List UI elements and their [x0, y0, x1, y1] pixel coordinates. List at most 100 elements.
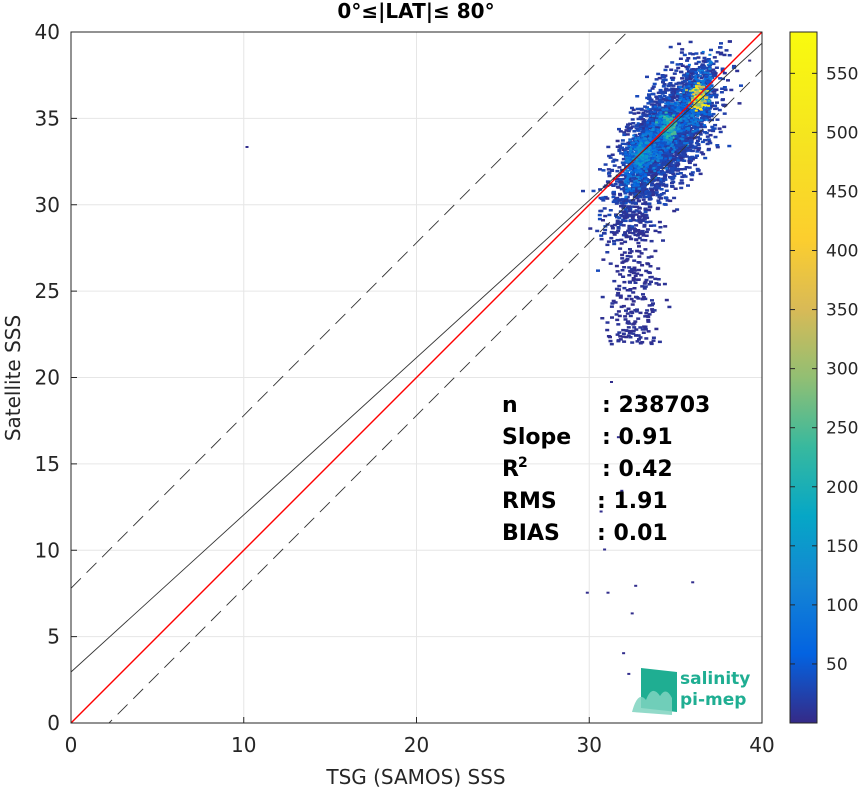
density-cell — [632, 227, 636, 230]
density-cell — [694, 71, 698, 74]
density-cell — [672, 146, 676, 149]
density-cell — [622, 131, 627, 134]
density-cell — [642, 175, 645, 178]
density-cell — [676, 149, 681, 153]
density-cell — [642, 140, 646, 143]
density-cell — [663, 174, 668, 177]
density-cell — [625, 182, 629, 185]
density-cell — [657, 171, 661, 174]
density-cell — [686, 70, 691, 73]
density-cell — [655, 119, 659, 122]
density-cell — [665, 108, 669, 111]
density-cell — [648, 114, 652, 117]
density-cell — [673, 132, 677, 135]
density-cell — [710, 71, 715, 75]
density-cell — [646, 137, 649, 140]
density-cell — [681, 150, 686, 153]
density-cell — [668, 97, 672, 100]
density-cell — [707, 99, 711, 102]
density-cell — [696, 124, 700, 127]
density-cell — [711, 112, 716, 116]
density-cell — [676, 130, 680, 133]
density-cell — [719, 42, 723, 45]
density-cell — [625, 147, 630, 151]
density-cell — [650, 184, 654, 187]
density-cell — [667, 138, 671, 141]
density-cell — [685, 59, 690, 62]
density-cell — [627, 672, 631, 675]
density-cell — [636, 111, 641, 115]
density-cell — [622, 189, 627, 192]
density-cell — [655, 194, 660, 197]
density-cell — [611, 299, 616, 303]
density-cell — [624, 151, 628, 154]
density-cell — [644, 136, 649, 139]
density-cell — [721, 98, 725, 101]
density-cell — [675, 107, 679, 109]
density-cell — [705, 88, 709, 91]
density-cell — [649, 155, 653, 158]
density-cell — [699, 69, 703, 72]
density-cell — [632, 185, 636, 188]
density-cell — [635, 219, 640, 222]
density-cell — [739, 84, 743, 87]
density-cell — [676, 163, 681, 166]
density-cell — [722, 53, 727, 57]
density-cell — [617, 216, 622, 220]
density-cell — [641, 111, 646, 114]
density-cell — [628, 269, 633, 273]
density-cell — [649, 342, 654, 346]
density-cell — [607, 172, 611, 175]
density-cell — [639, 127, 643, 130]
density-cell — [612, 240, 616, 243]
density-cell — [701, 70, 705, 73]
density-cell — [632, 182, 636, 185]
density-cell — [714, 60, 719, 63]
density-cell — [701, 152, 706, 156]
density-cell — [701, 92, 705, 95]
density-cell — [689, 134, 693, 137]
density-cell — [643, 328, 648, 331]
density-cell — [673, 187, 678, 190]
density-cell — [620, 261, 625, 264]
density-cell — [706, 106, 711, 110]
density-cell — [682, 114, 686, 117]
density-cell — [675, 172, 680, 175]
density-cell — [708, 103, 712, 106]
density-cell — [655, 143, 659, 146]
density-cell — [630, 216, 635, 220]
density-cell — [683, 122, 687, 125]
density-cell — [676, 110, 680, 113]
density-cell — [657, 163, 661, 166]
density-cell — [692, 105, 696, 108]
density-cell — [682, 100, 686, 103]
density-cell — [679, 137, 683, 140]
density-cell — [703, 124, 707, 127]
density-cell — [652, 224, 657, 227]
density-cell — [720, 67, 725, 70]
density-cell — [684, 131, 689, 134]
density-cell — [661, 76, 666, 79]
density-cell — [674, 142, 678, 144]
density-cell — [666, 88, 670, 92]
density-cell — [702, 104, 706, 107]
density-cell — [588, 227, 593, 230]
density-cell — [612, 164, 617, 167]
density-cell — [646, 102, 651, 105]
density-cell — [643, 280, 648, 284]
x-tick-label: 10 — [231, 733, 256, 757]
density-cell — [631, 218, 636, 222]
density-cell — [630, 303, 635, 306]
density-cell — [631, 332, 636, 335]
density-cell — [652, 82, 657, 86]
density-cell — [643, 160, 647, 162]
density-cell — [707, 129, 712, 132]
density-cell — [631, 211, 636, 214]
density-cell — [640, 212, 645, 216]
density-cell — [678, 182, 683, 185]
density-cell — [694, 129, 699, 133]
density-cell — [681, 103, 685, 106]
density-cell — [671, 76, 676, 80]
colorbar-tick-label: 350 — [826, 301, 858, 321]
density-cell — [663, 175, 667, 179]
